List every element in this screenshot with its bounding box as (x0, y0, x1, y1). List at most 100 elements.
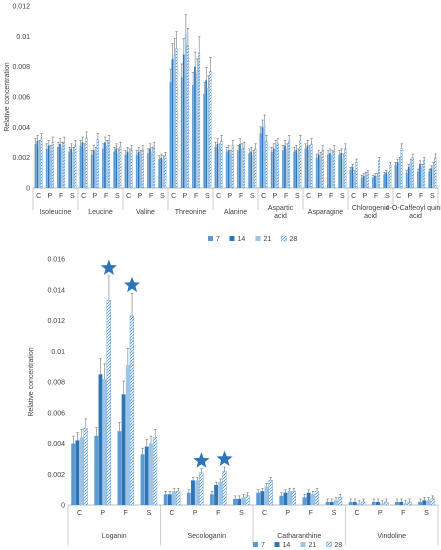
group-label: Isoleucine (40, 209, 72, 216)
bar-day-14 (160, 157, 163, 188)
bar-day-28 (197, 52, 201, 189)
bar-day-28 (337, 497, 343, 506)
y-tick-label: 0.012 (12, 4, 30, 11)
bar-day-28 (400, 148, 403, 189)
sub-category-label: C (126, 193, 131, 200)
group-label: Secologanin (187, 533, 226, 540)
sub-category-label: F (216, 510, 220, 517)
bar-day-21 (61, 147, 63, 188)
bar-day-21 (151, 151, 153, 188)
bar-day-28 (83, 427, 88, 506)
bar-day-7 (113, 151, 116, 188)
y-tick-label: 0.01 (16, 34, 30, 41)
bar-day-28 (430, 498, 435, 506)
bar-day-7 (163, 494, 168, 505)
bar-day-28 (141, 149, 144, 189)
legend-label: 28 (290, 236, 298, 243)
bar-day-21 (241, 497, 246, 505)
bar-day-14 (295, 150, 298, 188)
bar-day-7 (394, 501, 399, 505)
bar-day-14 (351, 166, 354, 188)
bar-day-7 (394, 165, 397, 188)
sub-category-label: F (419, 193, 423, 200)
bar-day-14 (36, 140, 39, 188)
bar-day-7 (360, 177, 363, 188)
y-tick-label: 0.008 (12, 64, 30, 71)
bar-day-14 (399, 501, 404, 505)
bar-day-28 (407, 501, 412, 506)
group-label: Threonine (175, 209, 207, 216)
sub-category-label: F (59, 193, 63, 200)
bar-day-14 (47, 145, 50, 188)
sub-category-label: S (70, 193, 75, 200)
bar-day-21 (286, 148, 288, 188)
bar-day-7 (45, 148, 48, 188)
sub-category-label: S (115, 193, 120, 200)
bar-day-28 (152, 437, 158, 506)
bar-day-14 (306, 492, 311, 505)
bar-day-7 (293, 151, 296, 188)
bar-day-14 (126, 151, 129, 188)
bar-day-14 (75, 440, 80, 505)
bar-day-28 (299, 140, 302, 189)
bar-day-28 (384, 501, 389, 506)
bar-day-28 (175, 48, 178, 189)
bar-day-14 (261, 127, 264, 188)
bar-day-21 (364, 174, 367, 188)
sub-category-label: C (36, 193, 41, 200)
bar-day-28 (245, 495, 250, 506)
bar-day-7 (349, 169, 352, 188)
sub-category-label: S (205, 193, 210, 200)
sub-category-label: P (48, 193, 53, 200)
bar-day-7 (315, 157, 318, 188)
group-label: Alanine (224, 209, 247, 216)
bar-day-28 (74, 145, 77, 189)
bar-day-14 (284, 145, 286, 188)
bar-day-21 (128, 153, 131, 188)
bar-day-21 (229, 154, 232, 188)
group-label: Asparagine (308, 209, 344, 216)
group-label: Loganin (102, 533, 127, 540)
bar-day-14 (283, 492, 288, 505)
bar-day-7 (428, 171, 431, 188)
bar-day-7 (417, 171, 419, 188)
sub-category-label: C (170, 510, 175, 517)
bar-day-28 (411, 157, 414, 189)
bar-day-28 (389, 165, 392, 189)
sub-category-label: S (160, 193, 165, 200)
bar-day-14 (317, 154, 320, 188)
bar-day-21 (287, 491, 292, 505)
sub-category-label: S (430, 193, 435, 200)
bar-day-14 (171, 59, 174, 188)
sub-category-label: C (306, 193, 311, 200)
bar-day-7 (304, 148, 307, 188)
legend-swatch-day-14 (229, 236, 235, 241)
legend-swatch-day-28 (281, 235, 287, 242)
bar-day-21 (72, 151, 75, 188)
bar-day-14 (214, 485, 219, 505)
bar-day-28 (119, 146, 122, 189)
sub-category-label: S (239, 510, 244, 517)
group-label: Chlorogenic acid (352, 205, 390, 220)
bar-day-14 (237, 498, 242, 505)
sub-category-label: C (262, 510, 267, 517)
y-tick-label: 0.004 (12, 125, 30, 132)
bar-day-7 (327, 154, 329, 188)
sub-category-label: P (285, 510, 290, 517)
bar-day-21 (172, 491, 176, 505)
significance-star-icon (100, 259, 117, 275)
bar-day-14 (137, 151, 140, 188)
bar-day-14 (376, 501, 380, 505)
bar-day-21 (432, 165, 435, 188)
bar-day-7 (68, 151, 71, 188)
bar-day-21 (252, 154, 255, 188)
legend-label: 28 (335, 542, 343, 549)
bar-day-28 (62, 142, 66, 189)
sub-category-label: S (340, 193, 345, 200)
bar-day-21 (357, 503, 361, 505)
bar-day-7 (140, 454, 145, 505)
bar-day-14 (329, 501, 334, 505)
bar-day-28 (96, 139, 99, 189)
bar-day-21 (94, 151, 97, 188)
legend-label: 14 (283, 542, 291, 549)
